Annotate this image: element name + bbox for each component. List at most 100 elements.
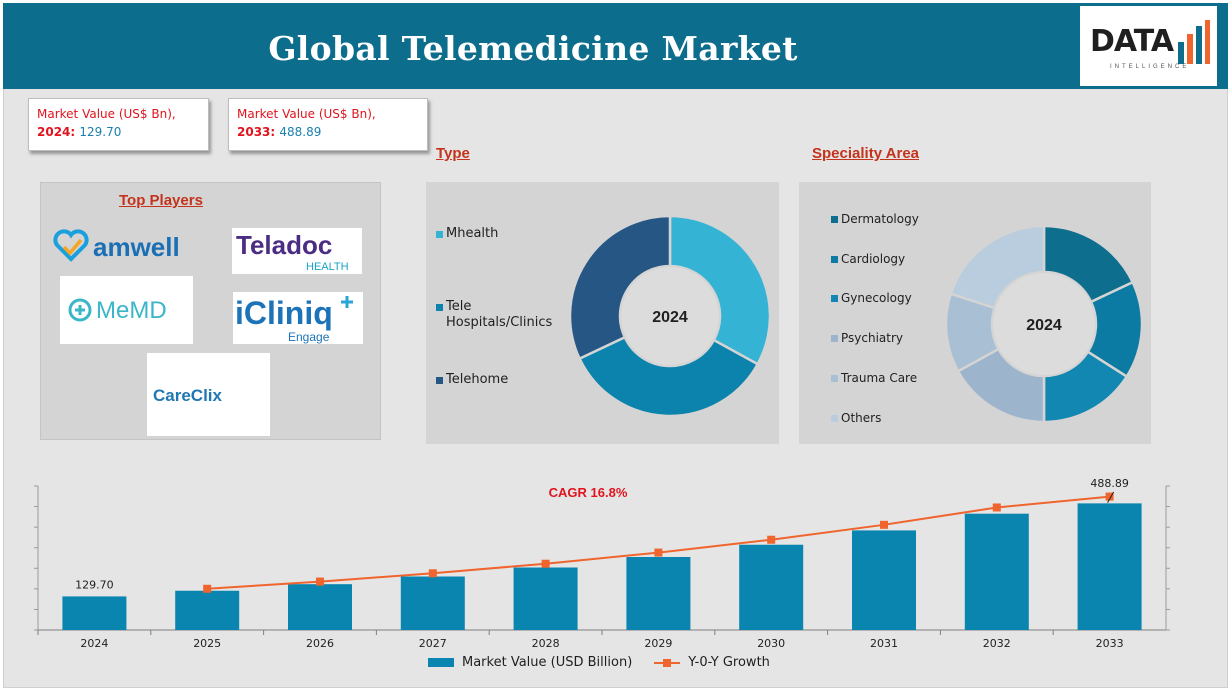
- logo-word: DATA: [1090, 24, 1174, 59]
- top-players-title: Top Players: [119, 192, 203, 209]
- bar-2033: [1077, 503, 1142, 630]
- donut-hole: [621, 267, 719, 365]
- bar-2024: [62, 596, 127, 630]
- market-value-bar-chart: 2024 129.70 2025 2026 2027 2028 2029 2030 2031 20…: [34, 477, 1170, 650]
- kpi-card-2024: Market Value (US$ Bn), 2024: 129.70: [28, 98, 209, 151]
- yoy-growth-marker: [203, 584, 212, 593]
- svg-text:iCliniq: iCliniq: [235, 295, 333, 331]
- careclix-logo: CareClix: [147, 353, 270, 436]
- legend-item: Dermatology: [831, 211, 919, 227]
- legend-swatch: [831, 375, 838, 382]
- bar-2027: [400, 576, 465, 630]
- careclix-logo-text: CareClix: [153, 386, 223, 405]
- market-value-chart: 2024 129.70 2025 2026 2027 2028 2029 2030 2031 20…: [28, 472, 1186, 684]
- legend-swatch-bar: [428, 658, 454, 667]
- type-donut-chart: 2024: [568, 216, 772, 416]
- legend-label: Tele Hospitals/Clinics: [446, 299, 553, 330]
- x-tick-label: 2026: [306, 637, 334, 650]
- kpi-label: Market Value (US$ Bn),: [37, 107, 176, 121]
- bar-2028: [513, 567, 578, 630]
- x-tick-label: 2030: [757, 637, 785, 650]
- legend-swatch: [436, 377, 443, 384]
- yoy-growth-marker: [541, 559, 550, 568]
- bar-2032: [964, 513, 1029, 630]
- x-tick-label: 2032: [983, 637, 1011, 650]
- legend-item: Cardiology: [831, 251, 905, 267]
- icliniq-logo-graphic: iCliniq Engage: [235, 295, 353, 344]
- teladoc-logo: Teladoc HEALTH: [232, 228, 362, 274]
- yoy-growth-marker: [316, 577, 324, 586]
- kpi-card-2033: Market Value (US$ Bn), 2033: 488.89: [228, 98, 428, 151]
- svg-text:Engage: Engage: [288, 330, 330, 344]
- x-tick-label: 2028: [532, 637, 560, 650]
- legend-label: Psychiatry: [841, 331, 904, 345]
- type-panel: Mhealth Tele Hospitals/Clinics Telehome …: [426, 182, 779, 444]
- yoy-growth-marker: [992, 503, 1001, 512]
- donut-slice-telehome: [568, 216, 672, 361]
- header-banner: Global Telemedicine Market: [3, 3, 1228, 89]
- kpi-label: Market Value (US$ Bn),: [237, 107, 376, 121]
- logo-subtitle: INTELLIGENCE: [1110, 64, 1190, 70]
- data-intelligence-logo: DATA INTELLIGENCE: [1080, 6, 1217, 86]
- kpi-year: 2033: [237, 125, 271, 139]
- legend-swatch: [831, 415, 838, 422]
- amwell-logo: amwell: [49, 223, 209, 273]
- x-tick-label: 2025: [193, 637, 221, 650]
- kpi-year: 2024: [37, 125, 71, 139]
- kpi-value: 488.89: [279, 125, 322, 139]
- bar-2026: [288, 584, 352, 630]
- legend-swatch: [436, 231, 443, 238]
- legend-swatch: [831, 295, 838, 302]
- legend-label: Market Value (USD Billion): [462, 655, 633, 670]
- bar-2031: [852, 530, 916, 630]
- bar-chart-legend: Market Value (USD Billion) Y-0-Y Growth: [428, 655, 770, 670]
- amwell-logo-text: amwell: [93, 232, 180, 262]
- legend-item: Mhealth: [436, 226, 498, 242]
- icliniq-logo: iCliniq Engage: [233, 292, 363, 344]
- legend-item: Trauma Care: [831, 370, 917, 386]
- yoy-growth-marker: [1105, 492, 1114, 501]
- x-tick-label: 2029: [644, 637, 672, 650]
- yoy-growth-marker: [880, 520, 888, 529]
- legend-swatch: [831, 256, 838, 263]
- legend-label: Dermatology: [841, 212, 919, 226]
- type-section-title: Type: [436, 145, 470, 162]
- memd-logo: MeMD: [60, 276, 193, 344]
- legend-label: Cardiology: [841, 252, 906, 266]
- x-tick-label: 2027: [419, 637, 447, 650]
- donut-hole: [993, 273, 1095, 375]
- kpi-value: 129.70: [79, 125, 122, 139]
- top-players-panel: Top Players amwell Teladoc HEALTH MeMD i…: [40, 182, 381, 440]
- legend-label: Y-0-Y Growth: [688, 655, 770, 670]
- amwell-logo-graphic: amwell: [53, 229, 180, 262]
- legend-label: Gynecology: [841, 291, 912, 305]
- data-label-leader: [1107, 491, 1115, 503]
- cagr-label: CAGR 16.8%: [549, 485, 628, 500]
- legend-label: Mhealth: [446, 226, 499, 241]
- speciality-panel: Dermatology Cardiology Gynecology Psychi…: [799, 182, 1151, 444]
- legend-label: Others: [841, 411, 882, 425]
- donut-center-label: 2024: [652, 309, 688, 326]
- x-tick-label: 2031: [870, 637, 898, 650]
- bar-2029: [626, 556, 691, 630]
- yoy-growth-marker: [654, 548, 663, 557]
- speciality-section-title: Speciality Area: [812, 145, 919, 162]
- memd-logo-graphic: MeMD: [68, 297, 167, 324]
- x-tick-label: 2024: [80, 637, 108, 650]
- memd-logo-text: MeMD: [96, 297, 167, 324]
- legend-item: Psychiatry: [831, 330, 903, 346]
- page-title: Global Telemedicine Market: [268, 29, 798, 68]
- legend-item: Tele Hospitals/Clinics: [436, 299, 566, 331]
- donut-slice-tele-hospitals-clinics: [577, 335, 760, 416]
- careclix-logo-graphic: CareClix: [153, 386, 223, 405]
- teladoc-logo-graphic: Teladoc HEALTH: [236, 230, 349, 273]
- legend-swatch: [436, 304, 443, 311]
- donut-center-label: 2024: [1026, 317, 1062, 334]
- legend-swatch-line: [654, 658, 681, 668]
- x-tick-label: 2033: [1096, 637, 1124, 650]
- bar-2030: [739, 544, 804, 630]
- svg-text:Teladoc: Teladoc: [236, 230, 332, 260]
- logo-bars-icon: [1178, 20, 1210, 64]
- donut-slice-mhealth: [668, 216, 772, 366]
- legend-item: Others: [831, 410, 881, 426]
